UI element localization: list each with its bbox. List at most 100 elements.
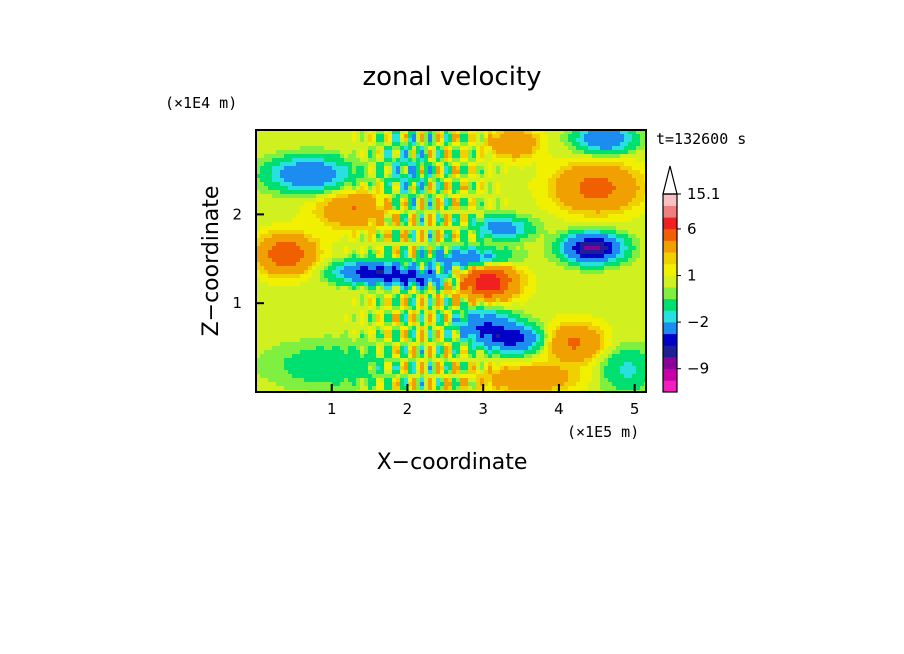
field-cell: [328, 166, 333, 171]
field-cell: [488, 190, 493, 195]
field-cell: [264, 194, 269, 199]
field-cell: [384, 218, 389, 223]
field-cell: [360, 230, 365, 235]
field-cell: [384, 246, 389, 251]
field-cell: [640, 266, 645, 271]
field-cell: [612, 134, 617, 139]
field-cell: [324, 182, 329, 187]
field-cell: [552, 266, 557, 271]
field-cell: [448, 318, 453, 323]
field-cell: [300, 278, 305, 283]
field-cell: [496, 222, 501, 227]
field-cell: [412, 150, 417, 155]
field-cell: [420, 166, 425, 171]
field-cell: [604, 310, 609, 315]
field-cell: [620, 274, 625, 279]
field-cell: [524, 154, 529, 159]
field-cell: [468, 162, 473, 167]
field-cell: [320, 198, 325, 203]
field-cell: [316, 322, 321, 327]
field-cell: [456, 198, 461, 203]
field-cell: [500, 138, 505, 143]
field-cell: [464, 238, 469, 243]
field-cell: [268, 150, 273, 155]
field-cell: [636, 142, 641, 147]
field-cell: [448, 302, 453, 307]
field-cell: [332, 238, 337, 243]
field-cell: [412, 266, 417, 271]
field-cell: [480, 310, 485, 315]
field-cell: [500, 270, 505, 275]
field-cell: [488, 310, 493, 315]
field-cell: [376, 170, 381, 175]
field-cell: [640, 230, 645, 235]
field-cell: [576, 314, 581, 319]
field-cell: [516, 278, 521, 283]
field-cell: [344, 162, 349, 167]
field-cell: [492, 194, 497, 199]
field-cell: [572, 142, 577, 147]
field-cell: [348, 150, 353, 155]
field-cell: [376, 270, 381, 275]
field-cell: [600, 138, 605, 143]
field-cell: [316, 194, 321, 199]
field-cell: [480, 174, 485, 179]
field-cell: [480, 230, 485, 235]
field-cell: [400, 130, 405, 135]
field-cell: [400, 210, 405, 215]
field-cell: [636, 242, 641, 247]
field-cell: [352, 282, 357, 287]
field-cell: [468, 166, 473, 171]
field-cell: [592, 322, 597, 327]
field-cell: [448, 134, 453, 139]
field-cell: [260, 258, 265, 263]
field-cell: [628, 266, 633, 271]
field-cell: [540, 210, 545, 215]
field-cell: [484, 298, 489, 303]
field-cell: [332, 318, 337, 323]
field-cell: [256, 238, 261, 243]
field-cell: [296, 202, 301, 207]
field-cell: [392, 162, 397, 167]
field-cell: [540, 318, 545, 323]
field-cell: [372, 142, 377, 147]
field-cell: [404, 310, 409, 315]
field-cell: [320, 226, 325, 231]
field-cell: [488, 166, 493, 171]
field-cell: [484, 314, 489, 319]
field-cell: [492, 270, 497, 275]
field-cell: [492, 318, 497, 323]
field-cell: [280, 222, 285, 227]
field-cell: [620, 222, 625, 227]
field-cell: [288, 238, 293, 243]
field-cell: [344, 282, 349, 287]
field-cell: [444, 282, 449, 287]
field-cell: [500, 274, 505, 279]
field-cell: [456, 222, 461, 227]
field-cell: [488, 198, 493, 203]
field-cell: [296, 310, 301, 315]
field-cell: [432, 210, 437, 215]
field-cell: [432, 178, 437, 183]
field-cell: [268, 286, 273, 291]
field-cell: [284, 166, 289, 171]
field-cell: [616, 194, 621, 199]
field-cell: [616, 322, 621, 327]
field-cell: [628, 166, 633, 171]
field-cell: [432, 218, 437, 223]
field-cell: [536, 226, 541, 231]
field-cell: [608, 210, 613, 215]
field-cell: [376, 166, 381, 171]
field-cell: [628, 222, 633, 227]
field-cell: [392, 222, 397, 227]
field-cell: [388, 258, 393, 263]
field-cell: [560, 250, 565, 255]
field-cell: [632, 294, 637, 299]
field-cell: [576, 322, 581, 327]
field-cell: [384, 146, 389, 151]
field-cell: [432, 282, 437, 287]
field-cell: [424, 270, 429, 275]
field-cell: [332, 330, 337, 335]
field-cell: [328, 150, 333, 155]
field-cell: [372, 242, 377, 247]
